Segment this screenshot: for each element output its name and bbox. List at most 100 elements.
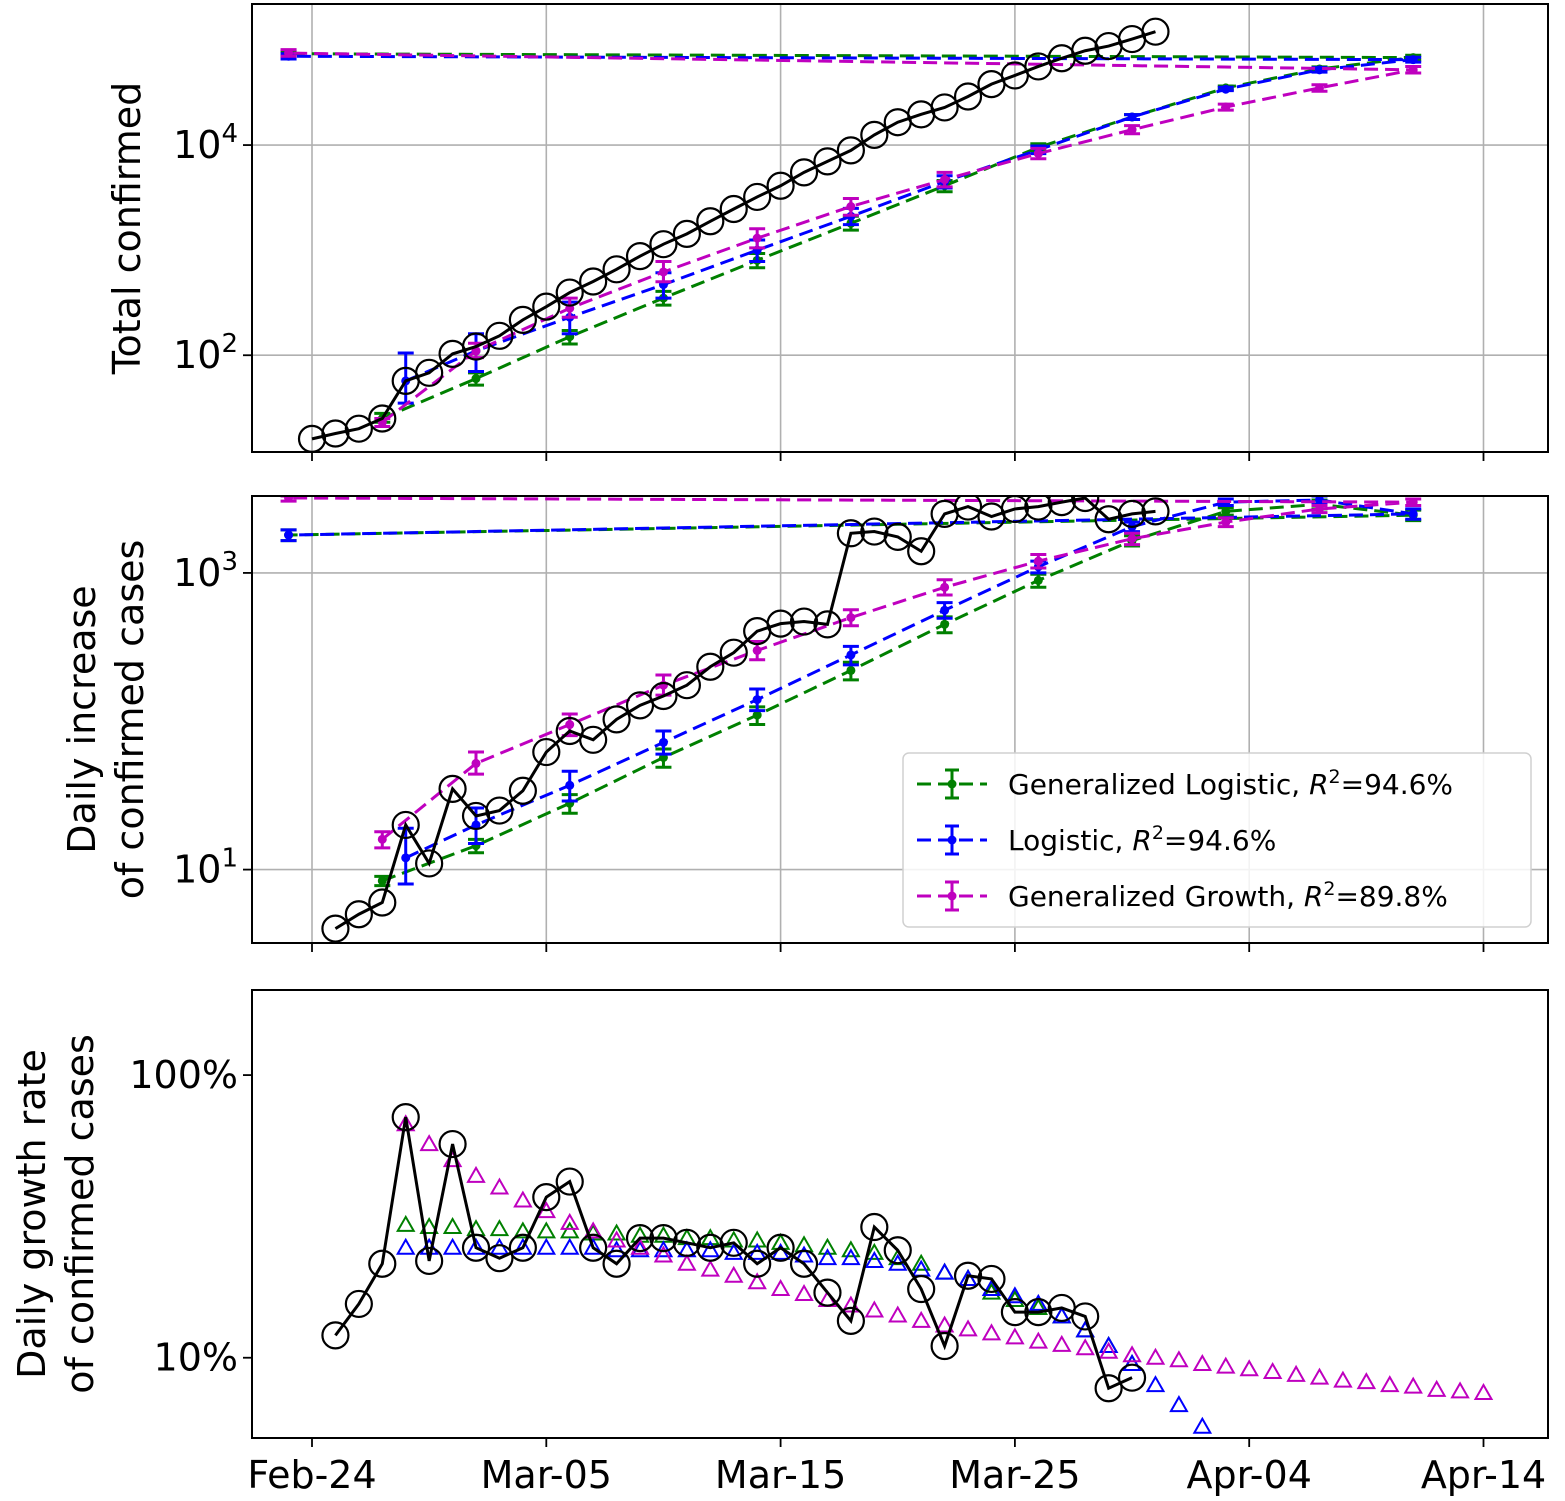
triangle-marker-generalized_logistic	[395, 1214, 416, 1232]
series-point-generalized_growth	[1221, 102, 1231, 112]
triangle-marker-generalized_growth	[466, 1165, 486, 1183]
y-axis-label: Daily increase	[60, 585, 104, 853]
series-point-generalized_growth	[471, 758, 481, 768]
y-axis-label: of confirmed cases	[108, 540, 152, 900]
triangle-marker-generalized_growth	[653, 1245, 674, 1263]
triangle-marker-generalized_growth	[419, 1134, 439, 1152]
observed-point	[883, 1236, 912, 1265]
series-point-logistic	[1314, 496, 1324, 505]
series-point-generalized_growth	[1314, 504, 1324, 514]
observed-point	[836, 1306, 865, 1335]
observed-line	[334, 496, 1156, 930]
triangle-marker-generalized_growth	[630, 1237, 650, 1255]
observed-point	[743, 182, 772, 212]
observed-point	[836, 136, 865, 165]
triangle-marker-generalized_logistic	[442, 1217, 463, 1235]
series-point-generalized_growth	[752, 645, 762, 655]
series-point-logistic	[940, 605, 950, 615]
observed-point	[883, 522, 912, 551]
triangle-marker-generalized_logistic	[1028, 1297, 1049, 1315]
triangle-marker-generalized_growth	[700, 1259, 721, 1277]
observed-point	[391, 810, 420, 840]
observed-point	[766, 609, 795, 638]
observed-point	[953, 1261, 983, 1290]
triangle-marker-generalized_growth	[958, 1319, 978, 1337]
triangle-marker-logistic	[583, 1237, 603, 1255]
observed-point	[344, 414, 373, 443]
triangle-marker-logistic	[958, 1268, 978, 1286]
triangle-marker-logistic	[817, 1248, 838, 1266]
series-point-logistic	[846, 650, 856, 660]
observed-point	[696, 1233, 725, 1262]
axes-frame	[251, 495, 1549, 944]
observed-point	[813, 147, 842, 176]
triangle-marker-logistic	[1122, 1354, 1142, 1372]
triangle-marker-logistic	[794, 1245, 814, 1263]
series-point-generalized_growth	[1408, 65, 1418, 75]
triangle-marker-logistic	[1192, 1416, 1213, 1434]
triangle-marker-generalized_growth	[1028, 1331, 1049, 1349]
observed-point	[1000, 1298, 1030, 1327]
y-axis-label: Daily growth rate	[10, 1049, 54, 1379]
triangle-marker-generalized_growth	[981, 1323, 1002, 1341]
observed-point	[579, 725, 608, 754]
triangle-marker-generalized_growth	[1192, 1354, 1213, 1372]
series-point-logistic	[1221, 84, 1231, 94]
observed-line	[311, 30, 1156, 441]
triangle-marker-logistic	[724, 1242, 744, 1260]
observed-point	[1094, 1374, 1123, 1403]
series-point-generalized_growth	[940, 175, 950, 185]
triangle-marker-generalized_growth	[1262, 1362, 1283, 1380]
series-point-logistic	[752, 695, 762, 705]
series-point-generalized_growth	[1033, 556, 1043, 566]
observed-point	[1047, 496, 1076, 517]
triangle-marker-generalized_logistic	[513, 1221, 533, 1239]
observed-point	[461, 332, 491, 361]
triangle-marker-logistic	[395, 1237, 416, 1255]
legend-swatch-point	[947, 891, 957, 901]
series-point-generalized_logistic	[377, 876, 387, 886]
observed-point	[953, 82, 983, 111]
series-point-generalized_growth	[1408, 497, 1418, 507]
observed-point	[625, 242, 655, 271]
triangle-marker-generalized_growth	[911, 1310, 931, 1328]
panel-total-confirmed: 102 104 Total confirmed	[105, 3, 1549, 461]
x-axis-tick-labels: Feb-24 Mar-05 Mar-15 Mar-25 Apr-04 Apr-14	[247, 1453, 1546, 1497]
series-point-logistic	[1127, 112, 1137, 122]
observed-point	[672, 219, 701, 248]
x-tick-label: Mar-25	[949, 1453, 1080, 1497]
triangle-marker-logistic	[1225, 1437, 1226, 1438]
observed-point	[602, 255, 631, 284]
observed-point	[508, 1233, 537, 1262]
triangle-marker-generalized_growth	[1286, 1364, 1306, 1382]
triangle-marker-generalized_growth	[1356, 1372, 1377, 1390]
triangle-marker-generalized_growth	[934, 1315, 955, 1333]
observed-point	[1071, 36, 1100, 65]
series-point-generalized_growth	[1127, 534, 1137, 544]
observed-point	[930, 93, 959, 122]
observed-point	[508, 776, 537, 805]
triangle-marker-generalized_logistic	[864, 1242, 885, 1260]
observed-point	[789, 607, 819, 636]
triangle-marker-logistic	[1145, 1375, 1166, 1393]
observed-point	[485, 1244, 514, 1273]
observed-point	[415, 358, 444, 387]
triangle-marker-generalized_growth	[1450, 1381, 1470, 1399]
series-point-logistic	[1408, 55, 1418, 65]
legend-entry-generalized_growth: Generalized Growth, R2=89.8%	[917, 878, 1448, 913]
x-tick-label: Apr-14	[1421, 1453, 1546, 1497]
observed-point	[813, 610, 842, 639]
series-point-generalized_growth	[658, 267, 668, 277]
series-point-generalized_logistic	[752, 710, 762, 720]
triangle-marker-generalized_logistic	[536, 1221, 557, 1239]
observed-point	[1000, 496, 1029, 524]
observed-point	[836, 519, 865, 548]
series-point-generalized_growth	[284, 496, 294, 503]
observed-point	[321, 419, 350, 448]
observed-point	[625, 1224, 655, 1253]
triangle-marker-logistic	[1005, 1286, 1025, 1304]
series-point-generalized_logistic	[940, 619, 950, 629]
triangle-marker-logistic	[864, 1250, 885, 1268]
observed-point	[485, 321, 514, 350]
triangle-marker-generalized_growth	[1239, 1359, 1259, 1377]
